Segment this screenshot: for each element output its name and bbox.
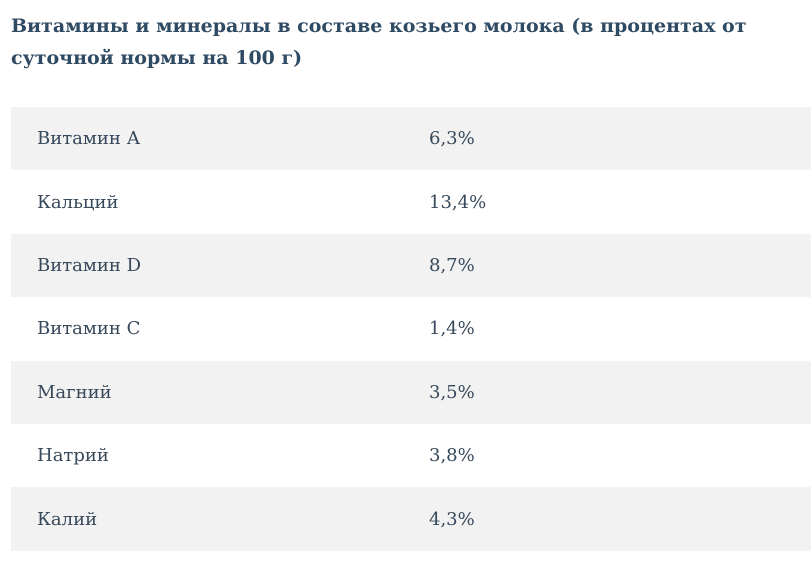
table-row: Витамин D 8,7% (11, 233, 811, 298)
nutrient-value: 3,8% (429, 445, 475, 467)
table-body: Витамин А 6,3% Кальций 13,4% Витамин D 8,7% Ви… (11, 107, 811, 551)
nutrient-name: Натрий (37, 445, 109, 467)
table-row: Натрий 3,8% (11, 424, 811, 487)
nutrient-name: Витамин А (37, 128, 141, 150)
table-row: Калий 4,3% (11, 487, 811, 551)
nutrient-name: Витамин D (37, 254, 142, 276)
nutrient-value: 13,4% (429, 191, 487, 213)
table: Витамин А 6,3% Кальций 13,4% Витамин D 8,7% Ви… (11, 107, 811, 551)
nutrient-value: 4,3% (429, 508, 475, 530)
table-row: Витамин А 6,3% (11, 107, 811, 171)
nutrient-value: 1,4% (429, 318, 475, 340)
nutrient-name: Витамин С (37, 318, 141, 340)
nutrient-value: 8,7% (429, 254, 475, 276)
nutrient-value: 6,3% (429, 128, 475, 150)
table-row: Витамин С 1,4% (11, 297, 811, 360)
table-row: Кальций 13,4% (11, 170, 811, 233)
nutrient-name: Кальций (37, 191, 119, 213)
title: Витамины и минералы в составе козьего мо… (11, 15, 747, 69)
nutrient-name: Калий (37, 508, 98, 530)
table-row: Магний 3,5% (11, 360, 811, 424)
nutrient-name: Магний (37, 381, 112, 403)
nutrient-value: 3,5% (429, 381, 475, 403)
